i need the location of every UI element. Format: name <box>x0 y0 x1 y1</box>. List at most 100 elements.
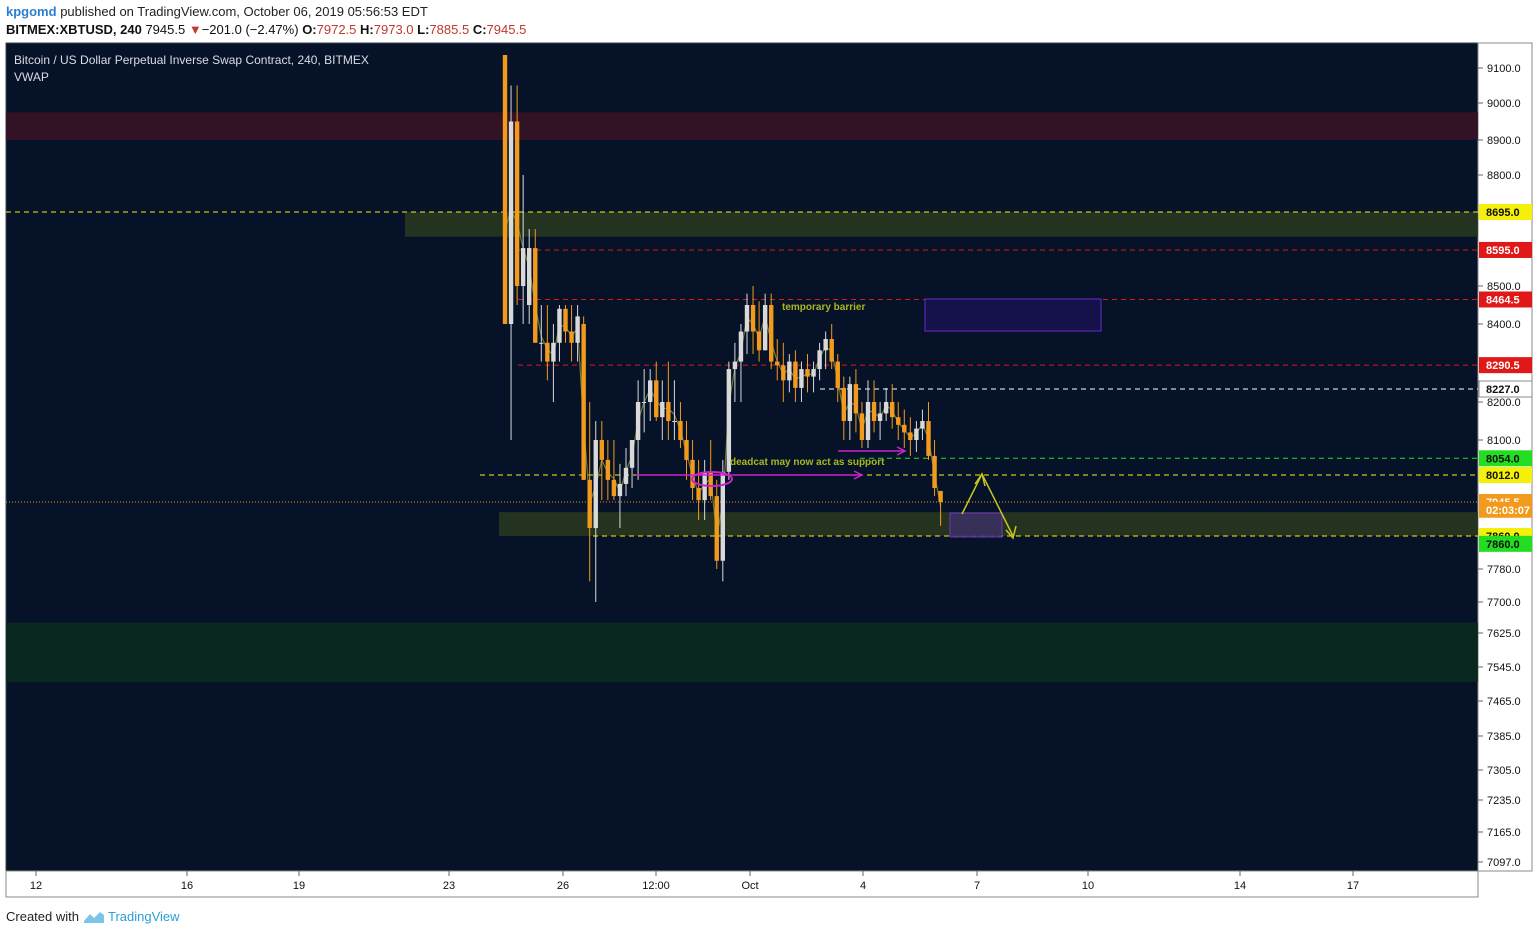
y-tick-label-1: 9000.0 <box>1487 98 1521 110</box>
publish-info: kpgomd published on TradingView.com, Oct… <box>6 4 428 19</box>
footer: Created with TradingView <box>6 909 180 924</box>
y-tick-label-3: 8800.0 <box>1487 170 1521 182</box>
symbol-info: BITMEX:XBTUSD, 240 7945.5 ▼−201.0 (−2.47… <box>6 22 526 37</box>
annotation-temporary-barrier: temporary barrier <box>782 302 865 313</box>
candle-body-48 <box>793 361 798 388</box>
candle-body-26 <box>660 402 665 418</box>
y-tick-label-15: 7235.0 <box>1487 795 1521 807</box>
candle-body-31 <box>690 459 695 488</box>
price-label-5: 8054.0 <box>1486 453 1520 465</box>
candle-body-61 <box>871 402 877 421</box>
close-value: 7945.5 <box>486 22 527 37</box>
price-label-bg-3 <box>1479 357 1532 374</box>
candle-body-28 <box>672 421 677 422</box>
candle-body-45 <box>775 361 780 366</box>
y-tick-label-0: 9100.0 <box>1487 63 1521 75</box>
x-tick-label-2: 19 <box>293 880 305 892</box>
x-tick-label-0: 12 <box>30 880 42 892</box>
candle-body-39 <box>738 331 744 362</box>
candle-body-27 <box>666 402 671 421</box>
candle-body-38 <box>732 361 738 370</box>
candle-body-0 <box>502 55 508 324</box>
candle-body-47 <box>787 361 792 381</box>
price-label-bg-1 <box>1479 241 1532 258</box>
candle-body-8 <box>551 342 556 362</box>
drawings: temporary barrier deadcat may now act as… <box>636 302 1017 540</box>
candle-body-7 <box>545 342 550 362</box>
candle-body-62 <box>877 413 883 421</box>
x-tick-label-7: 4 <box>860 880 866 892</box>
low-value: 7885.5 <box>429 22 470 37</box>
author-link[interactable]: kpgomd <box>6 4 57 19</box>
projection-arrow-up <box>974 472 986 487</box>
projection-arrow-down <box>1005 525 1017 540</box>
candle-body-56 <box>841 387 846 421</box>
time-ticks: 12 16 19 23 26 12:00 Oct 4 7 10 14 17 <box>30 871 1359 892</box>
y-tick-label-7: 8100.0 <box>1487 435 1521 447</box>
x-tick-label-10: 14 <box>1234 880 1246 892</box>
price-label-bg-5 <box>1479 450 1532 467</box>
candle-body-55 <box>835 361 840 388</box>
price-label-0: 8695.0 <box>1486 207 1520 219</box>
y-tick-label-14: 7305.0 <box>1487 765 1521 777</box>
price-labels: 8695.0 8595.0 8464.5 8290.5 8227.0 8054.0 8012… <box>1478 204 1533 552</box>
candle-body-66 <box>902 424 907 433</box>
down-arrow-icon: ▼ <box>188 22 202 37</box>
open-label: O: <box>302 22 317 37</box>
candle-body-70 <box>926 421 931 456</box>
target-box-upper <box>924 298 1102 332</box>
candle-body-20 <box>623 467 629 484</box>
candle-body-11 <box>569 331 574 343</box>
price-label-2: 8464.5 <box>1486 294 1520 306</box>
created-with: Created with <box>6 909 79 924</box>
candle-body-14 <box>587 479 592 529</box>
candle-body-43 <box>762 305 768 351</box>
candle-body-6 <box>539 342 544 344</box>
price-ticks: 9100.0 9000.0 8900.0 8800.0 8500.0 8400.0 8200… <box>1478 63 1521 869</box>
tradingview-link[interactable]: TradingView <box>107 909 180 924</box>
candle-body-1 <box>508 121 514 324</box>
candle-body-30 <box>684 440 689 460</box>
time-axis[interactable] <box>5 870 1479 898</box>
candle-body-24 <box>648 380 653 402</box>
candle-body-64 <box>890 402 895 418</box>
price-change: −201.0 (−2.47%) <box>201 22 299 37</box>
last-price: 7945.5 <box>145 22 186 37</box>
candle-body-63 <box>883 402 889 414</box>
candle-body-13 <box>581 324 586 480</box>
candle-body-17 <box>605 459 611 480</box>
x-tick-label-8: 7 <box>974 880 980 892</box>
candle-body-35 <box>714 496 719 561</box>
zone-3 <box>6 622 1478 682</box>
candle-body-36 <box>720 471 725 561</box>
close-label: C: <box>472 22 487 37</box>
candle-body-18 <box>611 479 617 497</box>
price-label-bg-0 <box>1479 204 1532 220</box>
x-tick-label-3: 23 <box>443 880 455 892</box>
candle-body-40 <box>744 305 750 332</box>
low-label: L: <box>417 22 430 37</box>
tradingview-logo-icon[interactable] <box>83 910 105 924</box>
candle-body-3 <box>520 248 526 286</box>
y-tick-label-17: 7097.0 <box>1487 857 1521 869</box>
price-label-bg-10 <box>1479 535 1532 552</box>
candle-body-34 <box>708 471 713 497</box>
candle-body-22 <box>635 402 641 440</box>
candle-body-42 <box>756 331 762 351</box>
plot-area[interactable] <box>5 42 1479 872</box>
publish-date: published on TradingView.com, October 06… <box>60 4 428 19</box>
chart-legend-title: Bitcoin / US Dollar Perpetual Inverse Sw… <box>14 53 369 67</box>
candle-body-72 <box>938 491 943 502</box>
x-tick-label-4: 26 <box>557 880 569 892</box>
price-label-bg-2 <box>1479 291 1532 308</box>
indicator-label-vwap: VWAP <box>14 70 49 84</box>
candle-body-51 <box>811 369 816 377</box>
y-tick-label-6: 8200.0 <box>1487 397 1521 409</box>
candle-body-10 <box>563 308 568 332</box>
price-chart[interactable]: temporary barrier deadcat may now act as… <box>0 42 1538 907</box>
candle-body-32 <box>696 487 701 501</box>
candle-body-23 <box>641 402 647 403</box>
candle-body-49 <box>799 369 804 388</box>
y-tick-label-10: 7625.0 <box>1487 628 1521 640</box>
y-tick-label-5: 8400.0 <box>1487 319 1521 331</box>
